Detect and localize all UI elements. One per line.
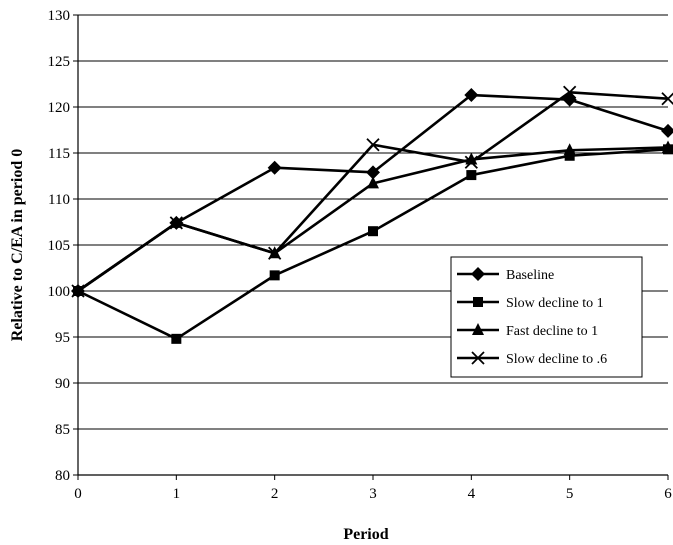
data-point bbox=[564, 150, 575, 161]
data-point bbox=[367, 176, 379, 189]
data-point bbox=[563, 143, 576, 156]
y-tick-label: 90 bbox=[55, 376, 70, 392]
legend: Baseline Slow decline to 1 Fast decline to… bbox=[450, 256, 643, 378]
x-tick-label: 5 bbox=[566, 486, 574, 502]
data-point bbox=[171, 333, 182, 344]
data-point bbox=[563, 85, 577, 99]
data-point bbox=[464, 88, 479, 103]
data-point bbox=[464, 155, 478, 169]
legend-marker bbox=[472, 323, 484, 335]
series-4 bbox=[71, 85, 673, 298]
legend-entry: Fast decline to 1 bbox=[457, 323, 598, 339]
legend-entry: Baseline bbox=[457, 267, 554, 283]
data-point bbox=[366, 138, 380, 152]
x-tick-label: 6 bbox=[664, 486, 672, 502]
y-tick-label: 85 bbox=[55, 422, 70, 438]
legend-marker bbox=[471, 267, 485, 281]
data-point bbox=[466, 170, 477, 181]
x-tick-label: 3 bbox=[369, 486, 377, 502]
y-tick-label: 120 bbox=[48, 100, 71, 116]
y-tick-label: 105 bbox=[48, 238, 71, 254]
y-tick-label: 130 bbox=[48, 8, 71, 24]
series-group bbox=[71, 85, 673, 344]
data-point bbox=[267, 160, 282, 175]
gridlines bbox=[73, 14, 668, 476]
data-point bbox=[366, 165, 380, 180]
legend-entry: Slow decline to 1 bbox=[457, 296, 604, 311]
y-tick-label: 100 bbox=[48, 284, 71, 300]
data-point bbox=[662, 140, 673, 153]
legend-entry: Slow decline to .6 bbox=[457, 351, 607, 367]
y-tick-label: 110 bbox=[48, 192, 70, 208]
legend-label: Slow decline to 1 bbox=[506, 296, 604, 311]
data-point bbox=[661, 92, 673, 106]
axes bbox=[77, 15, 669, 480]
data-point bbox=[71, 284, 85, 298]
data-point bbox=[169, 216, 183, 230]
y-tick-label: 115 bbox=[48, 146, 70, 162]
legend-marker bbox=[473, 297, 483, 307]
data-point bbox=[661, 123, 673, 138]
y-tick-label: 80 bbox=[55, 468, 70, 484]
legend-label: Baseline bbox=[506, 268, 554, 283]
x-tick-labels: 0 1 2 3 4 5 6 bbox=[74, 486, 672, 502]
y-tick-labels: 80 85 90 95 100 105 110 115 120 125 130 bbox=[48, 8, 71, 484]
x-tick-label: 2 bbox=[271, 486, 279, 502]
legend-label: Slow decline to .6 bbox=[506, 352, 607, 367]
data-point bbox=[368, 226, 378, 237]
x-axis-title: Period bbox=[343, 526, 388, 543]
y-tick-label: 125 bbox=[48, 54, 71, 70]
data-point bbox=[269, 270, 280, 281]
legend-label: Fast decline to 1 bbox=[506, 324, 598, 339]
data-point bbox=[268, 246, 282, 260]
y-axis-title: Relative to C/EA in period 0 bbox=[9, 149, 26, 341]
y-tick-label: 95 bbox=[55, 330, 70, 346]
x-tick-label: 0 bbox=[74, 486, 82, 502]
legend-marker bbox=[471, 351, 485, 365]
x-tick-label: 1 bbox=[173, 486, 181, 502]
x-tick-label: 4 bbox=[468, 486, 476, 502]
